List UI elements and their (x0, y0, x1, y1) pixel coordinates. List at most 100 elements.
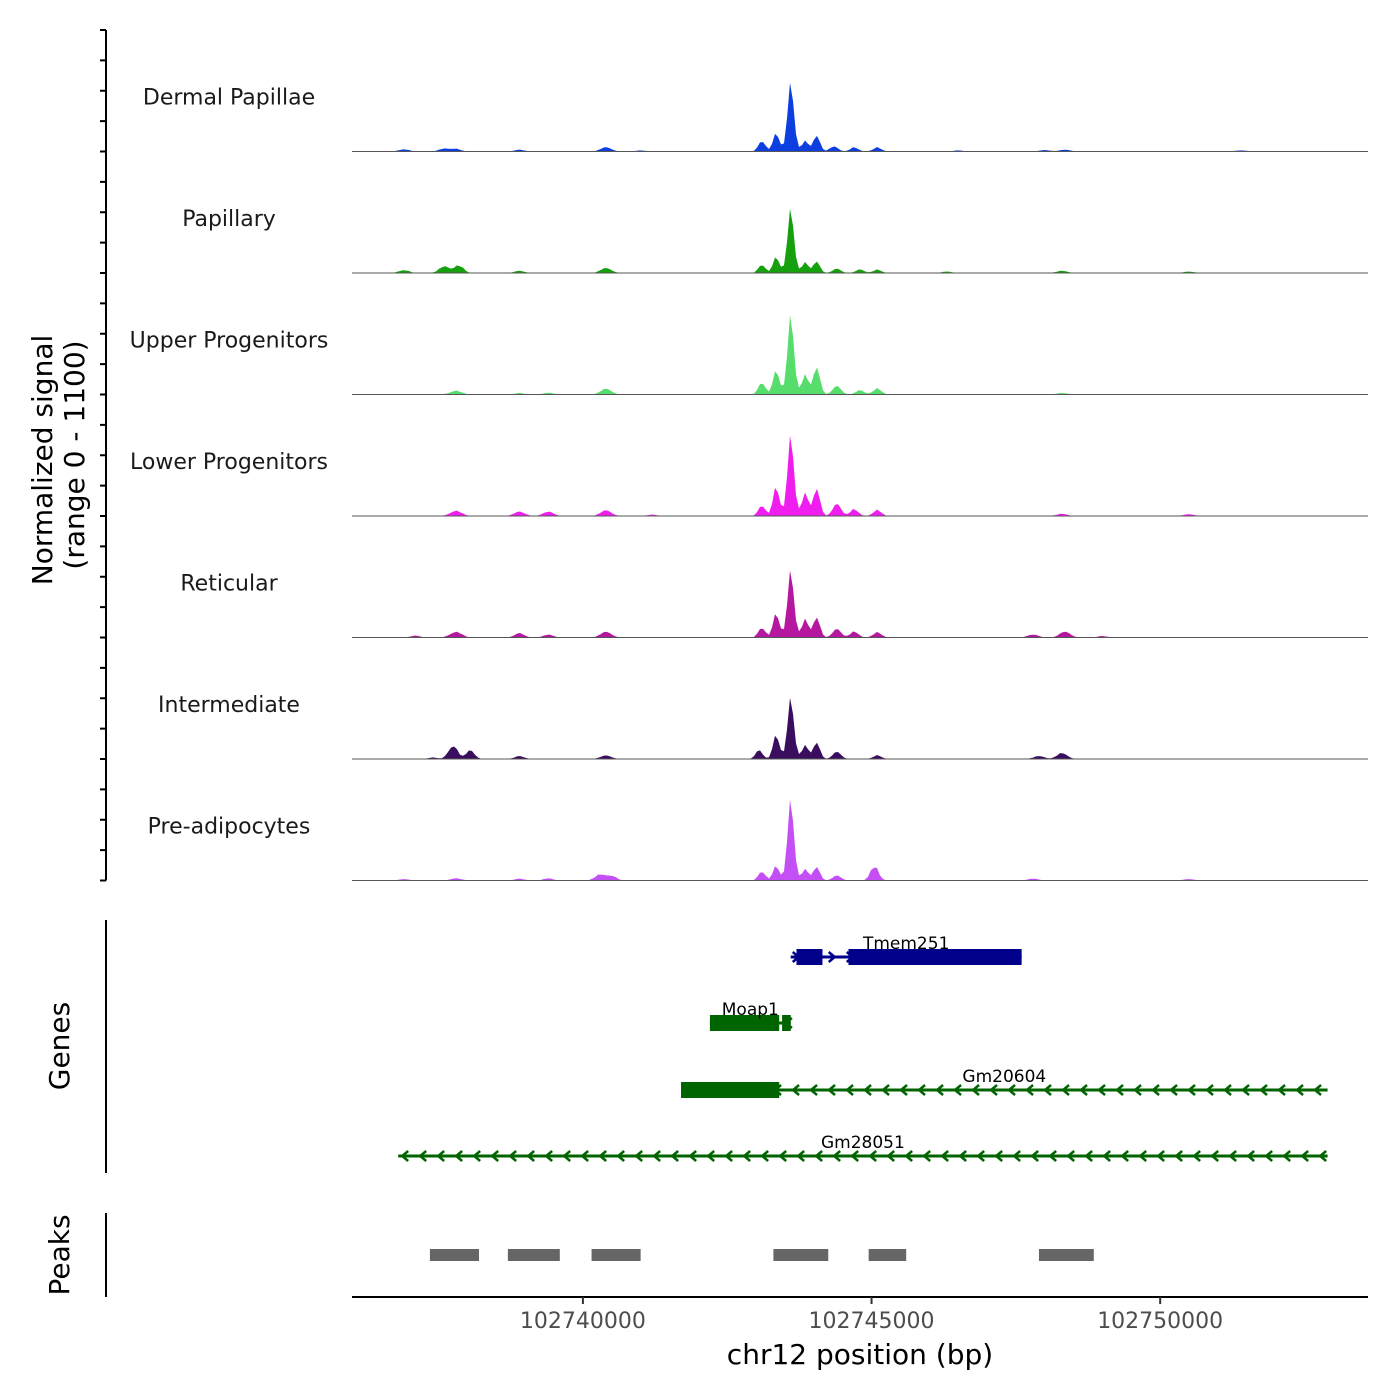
strand-arrow (508, 1150, 517, 1162)
strand-arrow (1025, 1084, 1034, 1096)
gene-model: Moap1 (709, 1000, 793, 1031)
strand-arrow (1169, 1084, 1178, 1096)
coverage-area (352, 82, 1368, 152)
peak-region (429, 1249, 479, 1261)
strand-arrow (1259, 1084, 1268, 1096)
strand-arrow (1151, 1084, 1160, 1096)
strand-arrow (1318, 1150, 1327, 1162)
strand-arrow (1174, 1150, 1183, 1162)
peak-region (1038, 1249, 1094, 1261)
y-axis-title-line1: Normalized signal (26, 335, 59, 586)
strand-arrow (958, 1150, 967, 1162)
strand-arrow (1138, 1150, 1147, 1162)
strand-arrow (832, 1150, 841, 1162)
track-label: Lower Progenitors (130, 450, 328, 475)
coverage-area (352, 315, 1368, 395)
track-label: Intermediate (158, 693, 300, 718)
strand-arrow (742, 1150, 751, 1162)
strand-arrow (809, 1084, 818, 1096)
strand-arrow (1205, 1084, 1214, 1096)
strand-arrow (1277, 1084, 1286, 1096)
x-axis-title: chr12 position (bp) (727, 1338, 993, 1371)
strand-arrow (1133, 1084, 1142, 1096)
coverage-tracks: Dermal Papillae Papillary Upper Progenitor… (100, 29, 1368, 882)
strand-arrow (472, 1150, 481, 1162)
coverage-track: Papillary (182, 207, 1368, 274)
strand-arrow (580, 1150, 589, 1162)
coverage-track: Lower Progenitors (130, 435, 1368, 517)
strand-arrow (1066, 1150, 1075, 1162)
strand-arrow (1043, 1084, 1052, 1096)
gene-label: Gm20604 (962, 1067, 1046, 1087)
strand-arrow (791, 1084, 800, 1096)
coverage-track: Intermediate (158, 693, 1368, 760)
strand-arrow (1192, 1150, 1201, 1162)
strand-arrow (1102, 1150, 1111, 1162)
strand-arrow (616, 1150, 625, 1162)
gene-label: Moap1 (722, 1000, 779, 1020)
strand-arrow (827, 1084, 836, 1096)
strand-arrow (940, 1150, 949, 1162)
x-axis: 102740000 102745000 102750000 (352, 1296, 1368, 1334)
strand-arrow (1264, 1150, 1273, 1162)
gene-model: Gm20604 (681, 1067, 1328, 1098)
strand-arrow (1246, 1150, 1255, 1162)
strand-arrow (1120, 1150, 1129, 1162)
strand-arrow (953, 1084, 962, 1096)
x-tick-label: 102750000 (1097, 1309, 1223, 1334)
strand-arrow (976, 1150, 985, 1162)
strand-arrow (922, 1150, 931, 1162)
strand-arrow (400, 1150, 409, 1162)
strand-arrow (1187, 1084, 1196, 1096)
strand-arrow (1228, 1150, 1237, 1162)
gene-label: Tmem251 (862, 934, 949, 954)
strand-arrow (845, 1084, 854, 1096)
strand-arrow (971, 1084, 980, 1096)
strand-arrow (850, 1150, 859, 1162)
strand-arrow (1300, 1150, 1309, 1162)
strand-arrow (989, 1084, 998, 1096)
gene-exon (796, 949, 823, 965)
strand-arrow (436, 1150, 445, 1162)
coverage-track: Dermal Papillae (143, 82, 1368, 152)
strand-arrow (670, 1150, 679, 1162)
coverage-area (352, 799, 1368, 881)
track-label: Reticular (180, 572, 278, 597)
strand-arrow (652, 1150, 661, 1162)
strand-arrow (994, 1150, 1003, 1162)
strand-arrow (1223, 1084, 1232, 1096)
strand-arrow (814, 1150, 823, 1162)
strand-arrow (904, 1150, 913, 1162)
gene-model: Tmem251 (790, 934, 1022, 965)
strand-arrow (724, 1150, 733, 1162)
strand-arrow (863, 1084, 872, 1096)
strand-arrow (1030, 1150, 1039, 1162)
track-label: Papillary (182, 207, 276, 232)
strand-arrow (796, 1150, 805, 1162)
strand-arrow (760, 1150, 769, 1162)
strand-arrow (490, 1150, 499, 1162)
strand-arrow (1012, 1150, 1021, 1162)
strand-arrow (1295, 1084, 1304, 1096)
strand-arrow (868, 1150, 877, 1162)
strand-arrow (1241, 1084, 1250, 1096)
gene-label: Gm28051 (821, 1133, 905, 1153)
strand-arrow (688, 1150, 697, 1162)
strand-arrow (1061, 1084, 1070, 1096)
peak-region (507, 1249, 560, 1261)
strand-arrow (1210, 1150, 1219, 1162)
strand-arrow (706, 1150, 715, 1162)
strand-arrow (526, 1150, 535, 1162)
peak-region (773, 1249, 829, 1261)
strand-arrow (454, 1150, 463, 1162)
coverage-track: Pre-adipocytes (148, 799, 1368, 881)
track-label: Upper Progenitors (130, 329, 329, 354)
genes-track: Tmem251 Moap1 Gm20604 Gm28051 (105, 920, 1328, 1173)
gene-exon (848, 949, 1022, 965)
peaks-axis-title: Peaks (43, 1214, 76, 1295)
gene-exon (681, 1082, 780, 1098)
x-tick-label: 102745000 (809, 1309, 935, 1334)
strand-arrow (881, 1084, 890, 1096)
strand-arrow (544, 1150, 553, 1162)
strand-arrow (886, 1150, 895, 1162)
